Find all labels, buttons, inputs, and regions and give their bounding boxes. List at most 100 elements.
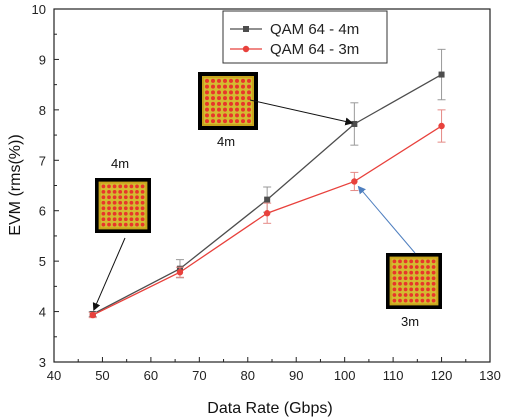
constellation-point: [211, 96, 215, 101]
constellation-point: [403, 293, 408, 297]
constellation-point: [431, 276, 436, 281]
annotation-arrow: [249, 99, 354, 126]
constellation-point: [431, 259, 436, 264]
constellation-point: [107, 184, 111, 189]
constellation-point: [118, 195, 123, 200]
constellation-point: [392, 259, 397, 264]
constellation-point: [420, 265, 425, 269]
constellation-point: [135, 217, 139, 222]
constellation-point: [392, 281, 397, 286]
data-point: [438, 71, 445, 78]
y-tick-label: 5: [39, 254, 46, 269]
constellation-point: [229, 119, 233, 124]
constellation-point: [140, 189, 145, 194]
constellation-point: [129, 200, 134, 205]
constellation-point: [431, 265, 436, 269]
constellation-point: [235, 119, 239, 124]
constellation-point: [247, 101, 251, 106]
constellation-point: [431, 287, 436, 292]
y-tick-label: 7: [39, 153, 46, 168]
constellation-point: [107, 222, 111, 227]
constellation-point: [135, 211, 139, 216]
constellation-point: [135, 206, 139, 211]
constellation-point: [403, 259, 408, 264]
annotation-label: 4m: [111, 156, 129, 171]
constellation-point: [211, 119, 215, 124]
x-tick-label: 60: [144, 368, 158, 383]
constellation-point: [223, 101, 227, 106]
constellation-point: [392, 276, 397, 281]
y-tick-label: 6: [39, 204, 46, 219]
constellation-point: [217, 84, 221, 89]
constellation-point: [211, 84, 215, 89]
constellation-point: [101, 195, 106, 200]
constellation-point: [420, 281, 425, 286]
constellation-point: [426, 298, 430, 303]
constellation-point: [140, 195, 145, 200]
constellation-point: [247, 96, 251, 101]
constellation-point: [420, 293, 425, 297]
constellation-point: [409, 298, 414, 303]
constellation-point: [217, 101, 221, 106]
constellation-point: [101, 189, 106, 194]
constellation-cloud: [100, 183, 146, 228]
legend-marker-series-1: [243, 26, 249, 32]
constellation-point: [247, 107, 251, 112]
x-tick-label: 80: [241, 368, 255, 383]
constellation-image: [198, 72, 258, 130]
legend-label-series-1: QAM 64 - 4m: [270, 21, 359, 38]
constellation-point: [107, 206, 111, 211]
constellation-point: [211, 107, 215, 112]
constellation-point: [223, 96, 227, 101]
annotation-label: 3m: [401, 314, 419, 329]
axes: 40 50 60 70 80 90 100 110 120 130 3 4 5 6 7 8 9 10: [32, 2, 501, 383]
constellation-point: [123, 200, 128, 205]
constellation-point: [229, 113, 233, 118]
constellation-point: [403, 265, 408, 269]
constellation-point: [123, 184, 128, 189]
constellation-point: [129, 222, 134, 227]
constellation-point: [135, 195, 139, 200]
constellation-image: [95, 178, 151, 233]
constellation-point: [205, 84, 209, 89]
constellation-point: [223, 113, 227, 118]
constellation-point: [123, 217, 128, 222]
constellation-point: [112, 200, 117, 205]
constellation-point: [247, 113, 251, 118]
constellation-point: [211, 78, 215, 83]
constellation-point: [140, 222, 145, 227]
constellation-point: [223, 119, 227, 124]
constellation-point: [431, 270, 436, 275]
constellation-point: [101, 211, 106, 216]
constellation-point: [140, 211, 145, 216]
constellation-point: [414, 265, 419, 269]
constellation-point: [420, 259, 425, 264]
constellation-point: [235, 101, 239, 106]
constellation-point: [241, 119, 245, 124]
constellation-point: [414, 293, 419, 297]
constellation-point: [420, 270, 425, 275]
constellation-point: [107, 200, 111, 205]
annotations-layer: 4m 4m 3m: [92, 72, 442, 329]
x-tick-label: 100: [334, 368, 356, 383]
constellation-point: [107, 195, 111, 200]
constellation-point: [123, 211, 128, 216]
constellation-point: [217, 113, 221, 118]
constellation-point: [205, 90, 209, 95]
constellation-point: [241, 78, 245, 83]
constellation-point: [229, 107, 233, 112]
constellation-cloud: [204, 78, 252, 124]
constellation-point: [403, 298, 408, 303]
y-tick-label: 4: [39, 305, 46, 320]
constellation-point: [205, 107, 209, 112]
constellation-point: [107, 217, 111, 222]
annotation-arrow: [357, 185, 416, 254]
data-point: [351, 178, 358, 185]
constellation-point: [241, 96, 245, 101]
constellation-point: [403, 270, 408, 275]
constellation-point: [205, 113, 209, 118]
annotation-arrow: [92, 237, 126, 312]
constellation-point: [140, 217, 145, 222]
constellation-point: [217, 96, 221, 101]
constellation-point: [118, 184, 123, 189]
